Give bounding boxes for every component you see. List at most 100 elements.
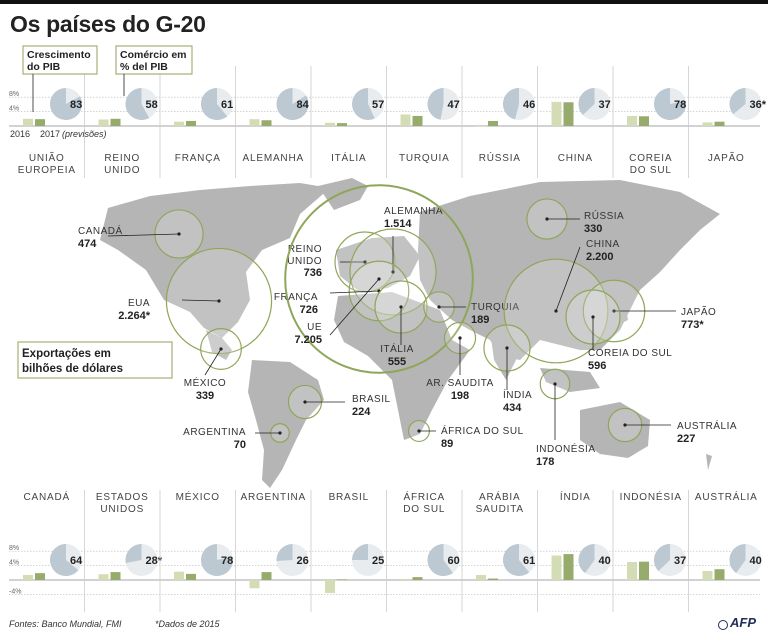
bar-2017-canada — [35, 573, 45, 580]
bar-2017-estados-unidos — [110, 572, 121, 580]
bubble-value-eua: 2.264* — [118, 310, 151, 322]
pie-label-estados-unidos: 28* — [146, 555, 163, 567]
bar-2017-coreia-do-sul — [639, 116, 649, 126]
pie-slice-argentina — [276, 544, 293, 562]
country-label-africa-do-sul: DO SUL — [403, 504, 445, 515]
pie-slice-alemanha — [276, 88, 309, 120]
bubble-name-eua: EUA — [128, 298, 150, 309]
bubble-name-indonesia: INDONÉSIA — [536, 442, 596, 455]
country-label-estados-unidos: ESTADOS — [96, 492, 149, 503]
pie-label-reino-unido: 58 — [146, 99, 158, 111]
footnote: *Dados de 2015 — [155, 619, 220, 629]
pie-label-arabia-saudita: 61 — [523, 555, 535, 567]
bar-2016-russia — [476, 126, 486, 127]
bubble-name-brasil: BRASIL — [352, 394, 391, 405]
bubble-name-japao: JAPÃO — [681, 305, 716, 318]
bar-2016-japao — [702, 122, 713, 126]
bubble-value-mexico: 339 — [196, 390, 214, 402]
bar-2016-franca — [174, 121, 184, 126]
bar-2017-uniao-europeia — [35, 119, 45, 126]
bubble-ue — [284, 184, 474, 374]
pie-slice-mexico — [201, 544, 234, 576]
bubble-value-australia: 227 — [677, 433, 695, 445]
pie-label-uniao-europeia: 83 — [70, 99, 82, 111]
bar-2016-brasil — [325, 580, 335, 593]
pie-label-brasil: 25 — [372, 555, 384, 567]
pie-slice-australia — [729, 544, 746, 573]
country-label-russia: RÚSSIA — [479, 151, 521, 164]
bubble-name-coreia-do-sul: COREIA DO SUL — [588, 348, 672, 359]
bubble-name-australia: AUSTRÁLIA — [677, 419, 737, 432]
country-label-arabia-saudita: SAUDITA — [476, 504, 524, 515]
pie-label-italia: 57 — [372, 99, 384, 111]
legend-year-2017: 2017 — [40, 129, 60, 139]
bubble-value-ue: 7.205 — [294, 334, 322, 346]
country-label-coreia-do-sul: COREIA — [629, 153, 672, 164]
country-label-italia: ITÁLIA — [331, 151, 366, 164]
pie-label-franca: 61 — [221, 99, 233, 111]
map-legend-box — [17, 341, 173, 379]
axis-tick-label: 4% — [9, 106, 19, 113]
country-label-uniao-europeia: EUROPEIA — [18, 165, 76, 176]
bubble-name-alemanha: ALEMANHA — [384, 206, 443, 217]
afp-logo-icon — [718, 620, 728, 630]
bubble-value-canada: 474 — [78, 238, 97, 250]
pie-label-turquia: 47 — [448, 99, 460, 111]
bar-2016-indonesia — [627, 562, 637, 580]
bar-2017-australia — [714, 569, 725, 580]
bubble-name-italia: ITÁLIA — [380, 342, 414, 355]
bubble-value-argentina: 70 — [234, 439, 246, 451]
leader-mexico — [204, 348, 222, 376]
bar-2017-franca — [186, 120, 196, 126]
pie-slice-canada — [50, 544, 79, 576]
land-shape — [334, 292, 470, 440]
leader-eua — [181, 299, 220, 302]
country-label-arabia-saudita: ARÁBIA — [479, 490, 520, 503]
bubble-name-franca: FRANÇA — [274, 292, 318, 303]
map-legend-line1: Exportações em — [22, 348, 111, 360]
bubble-name-ar-saudita: AR. SAUDITA — [426, 378, 494, 389]
pie-slice-indonesia — [653, 544, 670, 571]
land-shape — [336, 236, 420, 292]
country-label-india: ÍNDIA — [560, 490, 591, 503]
bubble-value-turquia: 189 — [471, 314, 489, 326]
country-label-africa-do-sul: ÁFRICA — [404, 490, 445, 503]
leader-canada — [107, 233, 180, 237]
bar-2017-mexico — [186, 573, 196, 580]
bubble-value-russia: 330 — [584, 223, 602, 235]
bar-2016-africa-do-sul — [400, 578, 411, 580]
bubble-value-ar-saudita: 198 — [451, 390, 469, 402]
bubble-name-china: CHINA — [586, 239, 620, 250]
pie-slice-arabia-saudita — [502, 544, 530, 576]
bar-2017-japao — [714, 121, 725, 126]
legend-growth-box — [22, 45, 98, 75]
bar-2016-reino-unido — [98, 119, 109, 126]
top-rule — [0, 0, 768, 4]
pie-label-coreia-do-sul: 78 — [674, 99, 686, 111]
bubble-name-india: ÍNDIA — [503, 388, 532, 401]
bubble-name-canada: CANADÁ — [78, 224, 123, 237]
bar-2017-arabia-saudita — [488, 578, 498, 580]
pie-label-africa-do-sul: 60 — [448, 555, 460, 567]
land-shape — [100, 183, 330, 338]
bubble-name-reino-unido: REINO — [288, 244, 322, 255]
pie-slice-russia — [503, 88, 519, 120]
bar-2017-russia — [488, 120, 498, 126]
bubble-name-ue: UE — [307, 322, 322, 333]
land-shape — [318, 178, 368, 210]
bubble-value-africa-do-sul: 89 — [441, 438, 453, 450]
world-map — [100, 178, 720, 488]
bubble-value-coreia-do-sul: 596 — [588, 360, 606, 372]
legend-trade-line1: Comércio em — [120, 49, 187, 61]
legend-growth-line2: do PIB — [27, 61, 61, 73]
pie-slice-reino-unido — [125, 88, 150, 120]
country-label-indonesia: INDONÉSIA — [620, 490, 682, 503]
country-label-uniao-europeia: UNIÃO — [29, 151, 65, 164]
country-label-mexico: MÉXICO — [176, 490, 220, 503]
bubble-value-india: 434 — [503, 402, 522, 414]
bar-2017-italia — [337, 123, 347, 126]
